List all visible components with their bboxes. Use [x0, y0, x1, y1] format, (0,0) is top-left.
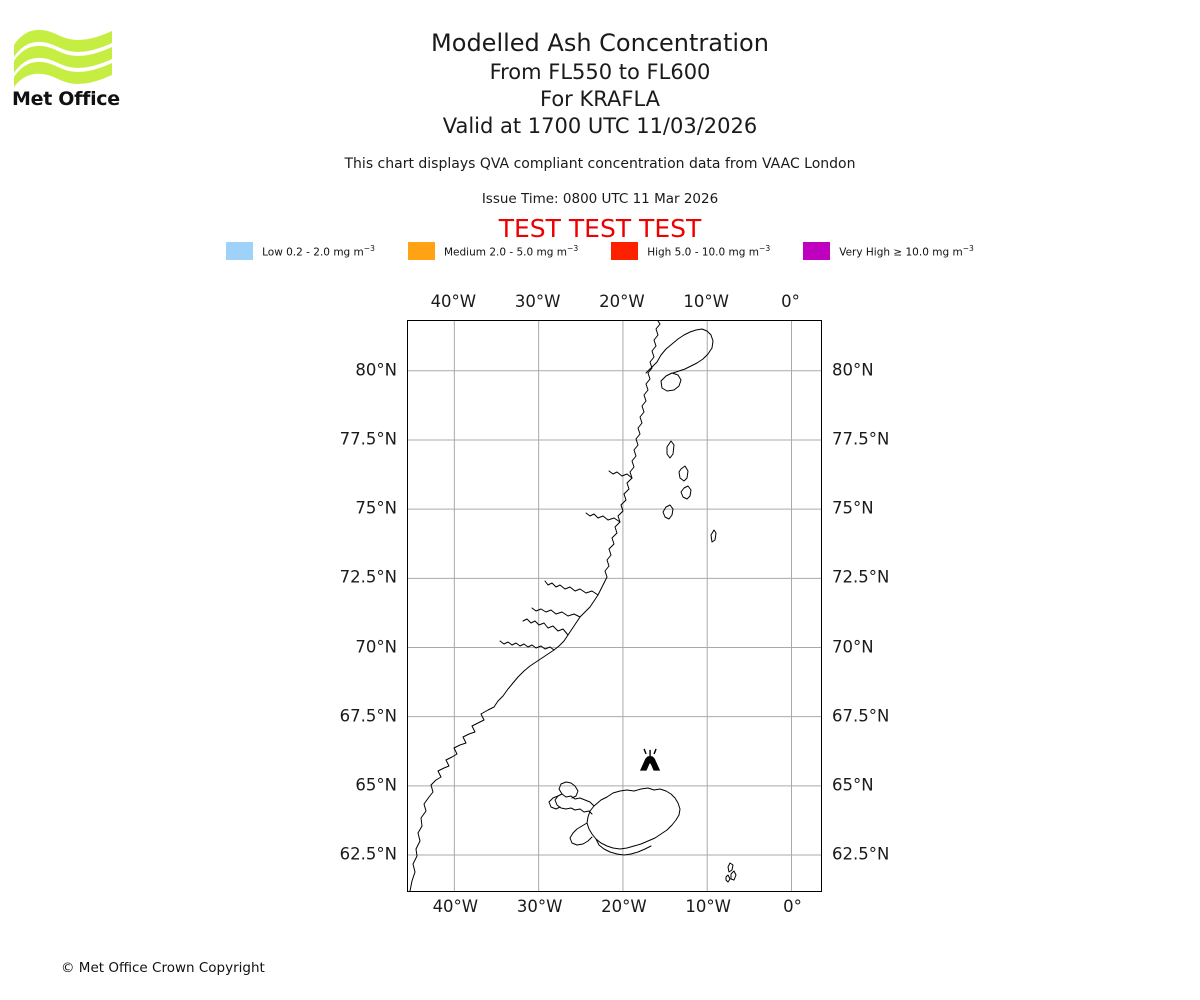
- lat-tick-left-3: 72.5°N: [339, 567, 397, 587]
- map-panel: 40°W 30°W 20°W 10°W 0° 40°W 30°W 20°W 10°W 0° 80…: [340, 292, 890, 916]
- lat-tick-left-7: 62.5°N: [339, 844, 397, 864]
- lat-tick-right-2: 75°N: [832, 498, 874, 518]
- test-banner: TEST TEST TEST: [498, 214, 702, 243]
- lat-tick-right-1: 77.5°N: [832, 429, 890, 449]
- lon-tick-bottom-0: 40°W: [432, 897, 479, 916]
- legend-item-very-high: Very High ≥ 10.0 mg m−3: [803, 242, 974, 260]
- concentration-legend: Low 0.2 - 2.0 mg m−3 Medium 2.0 - 5.0 mg…: [0, 242, 1200, 260]
- legend-swatch-very-high: [803, 242, 831, 260]
- lon-tick-bottom-4: 0°: [783, 897, 802, 916]
- legend-swatch-medium: [408, 242, 435, 260]
- lon-tick-top-1: 30°W: [514, 292, 561, 311]
- lat-tick-right-0: 80°N: [832, 360, 874, 380]
- copyright-notice: © Met Office Crown Copyright: [61, 960, 265, 976]
- lat-tick-right-3: 72.5°N: [832, 567, 890, 587]
- volcano-name-line: For KRAFLA: [540, 87, 660, 111]
- lat-tick-left-1: 77.5°N: [339, 429, 397, 449]
- lon-tick-top-2: 20°W: [599, 292, 645, 311]
- lat-tick-right-6: 65°N: [832, 775, 874, 795]
- map-canvas: [408, 321, 821, 891]
- lon-tick-top-3: 10°W: [683, 292, 729, 311]
- lat-tick-left-6: 65°N: [355, 775, 397, 795]
- map-coastlines: [409, 321, 737, 891]
- legend-item-low: Low 0.2 - 2.0 mg m−3: [226, 242, 375, 260]
- legend-label-high: High 5.0 - 10.0 mg m−3: [647, 243, 771, 259]
- lat-tick-left-4: 70°N: [355, 637, 397, 656]
- lat-tick-left-5: 67.5°N: [339, 706, 397, 726]
- map-frame: [407, 320, 822, 892]
- lon-tick-top-4: 0°: [781, 292, 800, 311]
- lon-tick-bottom-2: 20°W: [601, 897, 647, 916]
- lat-tick-right-4: 70°N: [832, 637, 874, 656]
- legend-label-low: Low 0.2 - 2.0 mg m−3: [262, 243, 375, 259]
- lat-tick-right-7: 62.5°N: [832, 844, 890, 864]
- lat-tick-right-5: 67.5°N: [832, 706, 890, 726]
- page-title: Modelled Ash Concentration: [431, 29, 769, 57]
- met-office-logo: Met Office: [12, 25, 122, 115]
- legend-label-medium: Medium 2.0 - 5.0 mg m−3: [444, 243, 579, 259]
- valid-time-line: Valid at 1700 UTC 11/03/2026: [442, 114, 758, 138]
- legend-item-high: High 5.0 - 10.0 mg m−3: [611, 242, 770, 260]
- lon-tick-top-0: 40°W: [430, 292, 477, 311]
- lat-tick-left-2: 75°N: [355, 498, 397, 518]
- lat-tick-left-0: 80°N: [355, 360, 397, 380]
- chart-title-block: Modelled Ash Concentration From FL550 to…: [0, 28, 1200, 140]
- flight-level-line: From FL550 to FL600: [489, 60, 711, 84]
- legend-swatch-low: [226, 242, 254, 260]
- legend-label-very-high: Very High ≥ 10.0 mg m−3: [839, 243, 974, 259]
- met-office-wave-icon: [14, 29, 112, 87]
- legend-swatch-high: [611, 242, 639, 260]
- lon-tick-bottom-1: 30°W: [516, 897, 563, 916]
- qva-compliance-note: This chart displays QVA compliant concen…: [344, 156, 856, 172]
- lon-tick-bottom-3: 10°W: [685, 897, 731, 916]
- legend-item-medium: Medium 2.0 - 5.0 mg m−3: [408, 242, 578, 260]
- krafla-volcano-marker: [639, 748, 661, 771]
- map-gridlines: [408, 321, 821, 891]
- met-office-logo-text: Met Office: [12, 88, 120, 110]
- issue-time-label: Issue Time: 0800 UTC 11 Mar 2026: [481, 191, 719, 207]
